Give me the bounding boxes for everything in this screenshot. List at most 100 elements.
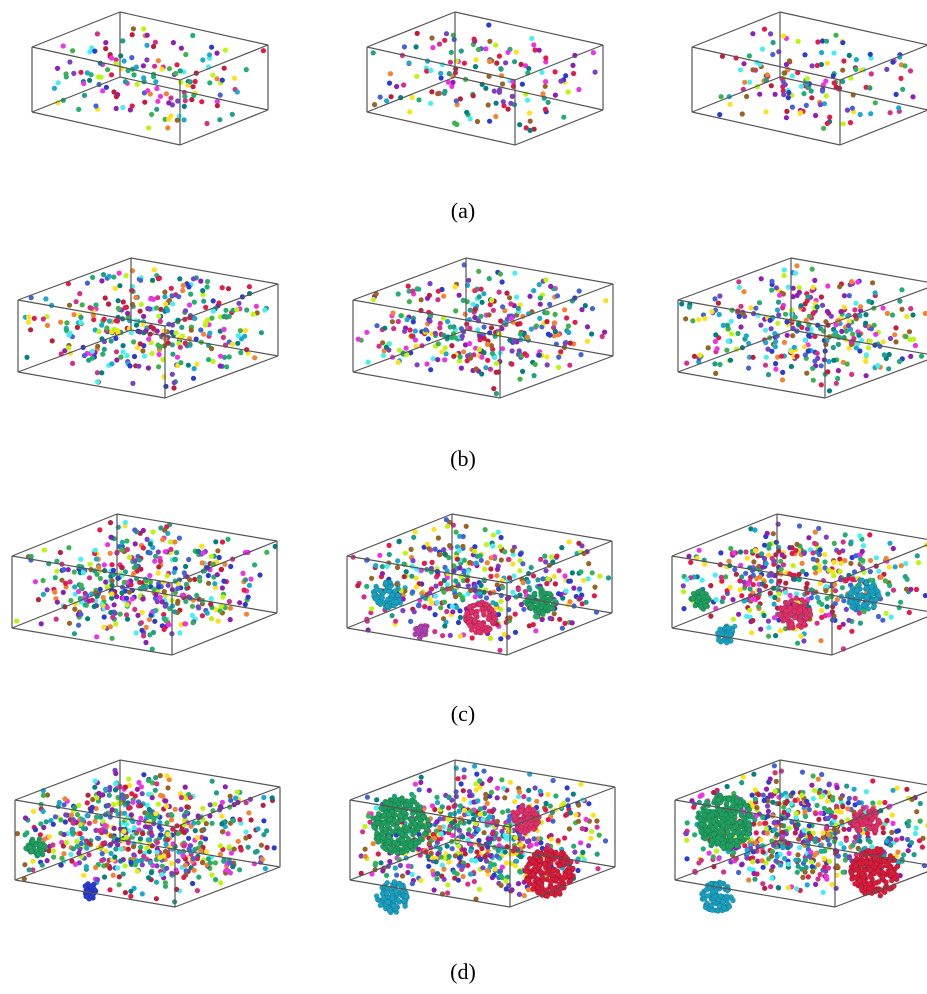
particle [434, 859, 439, 864]
particle [561, 801, 566, 806]
particle [442, 89, 447, 94]
particle [254, 304, 259, 309]
particle [147, 849, 152, 854]
particle [120, 349, 125, 354]
particle [243, 328, 248, 333]
particle [414, 584, 419, 589]
particle [840, 585, 845, 590]
particle [517, 122, 522, 127]
particle [784, 115, 789, 120]
particle [445, 524, 450, 529]
particle [369, 606, 374, 611]
particle [742, 80, 747, 85]
particle [461, 864, 466, 869]
particle [832, 80, 837, 85]
particle [173, 330, 178, 335]
box-edge [18, 372, 165, 398]
particle [448, 633, 453, 638]
particle [53, 814, 58, 819]
particle [103, 829, 108, 834]
particle [209, 616, 214, 621]
particle [154, 781, 159, 786]
particle [164, 804, 169, 809]
particle [858, 304, 863, 309]
particle [58, 817, 63, 822]
particle [378, 860, 383, 865]
particle [817, 568, 822, 573]
particle [868, 339, 873, 344]
particle [893, 339, 898, 344]
particle [71, 312, 76, 317]
particle [173, 71, 178, 76]
particle [422, 561, 427, 566]
cluster-particle [871, 604, 876, 609]
particle [533, 785, 538, 790]
particle [471, 93, 476, 98]
particle [445, 890, 450, 895]
particle [431, 527, 436, 532]
particle [51, 848, 56, 853]
particle [499, 535, 504, 540]
particle [107, 793, 112, 798]
particle [454, 98, 459, 103]
particle [870, 280, 875, 285]
particle [441, 616, 446, 621]
particle [168, 113, 173, 118]
particle [500, 279, 505, 284]
particle [436, 535, 441, 540]
particle [209, 596, 214, 601]
particle [174, 867, 179, 872]
particle [494, 61, 499, 66]
particle [390, 613, 395, 618]
particle [41, 578, 46, 583]
particle [842, 305, 847, 310]
particle [204, 849, 209, 854]
particle [753, 548, 758, 553]
particle [108, 624, 113, 629]
particle [90, 598, 95, 603]
particle [109, 56, 114, 61]
particle [483, 46, 488, 51]
particle [824, 93, 829, 98]
particle [395, 565, 400, 570]
particle [106, 301, 111, 306]
particle [863, 312, 868, 317]
particle [472, 544, 477, 549]
particle [171, 40, 176, 45]
particle [514, 49, 519, 54]
particle [211, 359, 216, 364]
particle [156, 364, 161, 369]
particle [171, 385, 176, 390]
particle [92, 785, 97, 790]
particle [33, 827, 38, 832]
particle [230, 864, 235, 869]
particle [70, 361, 75, 366]
particle [149, 870, 154, 875]
particle [235, 341, 240, 346]
particle [91, 317, 96, 322]
particle [112, 854, 117, 859]
particle [155, 343, 160, 348]
particle [259, 330, 264, 335]
cluster-particle [423, 823, 428, 828]
particle [749, 630, 754, 635]
particle [805, 326, 810, 331]
particle [902, 63, 907, 68]
particle [809, 95, 814, 100]
particle [156, 571, 161, 576]
particle [178, 345, 183, 350]
particle [887, 541, 892, 546]
particle [512, 59, 517, 64]
particle [438, 321, 443, 326]
particle [841, 598, 846, 603]
cluster-particle [538, 586, 543, 591]
particle [219, 821, 224, 826]
particle [206, 357, 211, 362]
particle [212, 802, 217, 807]
particle [425, 542, 430, 547]
particle [93, 778, 98, 783]
particle [544, 319, 549, 324]
particle [138, 567, 143, 572]
particle [467, 827, 472, 832]
particle [837, 550, 842, 555]
